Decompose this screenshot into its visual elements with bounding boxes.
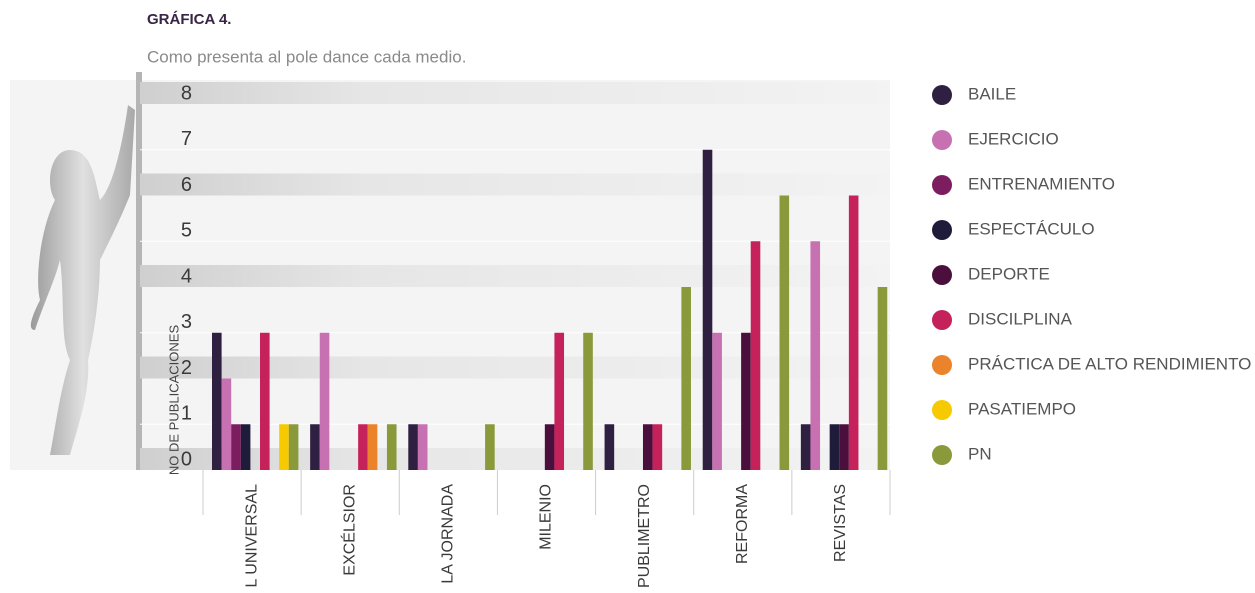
legend-swatch xyxy=(932,265,952,285)
bar xyxy=(554,332,565,470)
bar xyxy=(839,424,849,470)
bar xyxy=(310,424,320,470)
bar xyxy=(810,241,821,470)
x-tick-label: REFORMA xyxy=(734,484,751,564)
bar xyxy=(642,424,653,470)
bar xyxy=(544,424,555,470)
bar xyxy=(358,424,368,470)
y-tick-label: 2 xyxy=(181,357,192,379)
y-tick-label: 7 xyxy=(181,128,192,150)
legend-swatch xyxy=(932,175,952,195)
bar xyxy=(408,424,418,470)
legend-swatch xyxy=(932,445,952,465)
y-tick-label: 3 xyxy=(181,311,192,333)
bar xyxy=(604,424,615,470)
legend-label: DEPORTE xyxy=(968,264,1050,283)
y-tick-label: 0 xyxy=(181,448,192,470)
chart-subtitle: Como presenta al pole dance cada medio. xyxy=(147,47,466,66)
bar xyxy=(212,332,222,470)
legend-swatch xyxy=(932,400,952,420)
grid-band xyxy=(140,82,890,104)
bar xyxy=(279,424,289,470)
x-tick-label: EXCÉLSIOR xyxy=(339,484,358,576)
legend-swatch xyxy=(932,310,952,330)
bar xyxy=(260,332,270,470)
y-axis-label: NO DE PUBLICACIONES xyxy=(166,325,181,476)
grid-band xyxy=(140,173,890,196)
grid-band xyxy=(140,265,890,287)
chart-title: GRÁFICA 4. xyxy=(147,11,231,28)
y-tick-label: 1 xyxy=(181,403,192,425)
legend-label: EJERCICIO xyxy=(968,129,1059,148)
bar xyxy=(702,149,713,470)
bar xyxy=(741,332,751,470)
legend-label: PASATIEMPO xyxy=(968,399,1076,418)
bar xyxy=(800,424,811,470)
legend-swatch xyxy=(932,220,952,240)
x-tick-label: EL UNIVERSAL xyxy=(243,484,260,588)
y-tick-label: 8 xyxy=(181,82,192,104)
y-tick-label: 5 xyxy=(181,220,192,242)
bar xyxy=(750,241,761,470)
bar xyxy=(848,195,859,470)
legend-label: PRÁCTICA DE ALTO RENDIMIENTO xyxy=(968,354,1251,373)
x-tick-label: REVISTAS xyxy=(832,484,849,562)
legend-swatch xyxy=(932,85,952,105)
bar xyxy=(779,195,790,470)
legend-swatch xyxy=(932,355,952,375)
legend-swatch xyxy=(932,130,952,150)
bar xyxy=(319,332,330,470)
bar xyxy=(712,332,722,470)
bar xyxy=(681,287,691,470)
bar xyxy=(829,424,840,470)
x-tick-label: LA JORNADA xyxy=(440,484,457,584)
legend-label: DISCILPLINA xyxy=(968,309,1073,328)
bar xyxy=(367,424,378,470)
x-tick-label: MILENIO xyxy=(538,484,555,550)
bar xyxy=(583,332,593,470)
grid-band xyxy=(140,448,890,470)
bar xyxy=(877,287,888,470)
bar xyxy=(652,424,663,470)
x-tick-label: PUBLIMETRO xyxy=(636,484,653,588)
bar xyxy=(386,424,397,470)
bar xyxy=(231,424,241,470)
bar xyxy=(240,424,251,470)
legend-label: PN xyxy=(968,444,992,463)
legend-label: ESPECTÁCULO xyxy=(968,219,1095,238)
y-tick-label: 4 xyxy=(181,265,192,287)
bar xyxy=(221,378,232,470)
bar xyxy=(417,424,428,470)
bar xyxy=(288,424,299,470)
y-tick-label: 6 xyxy=(181,174,192,196)
legend-label: BAILE xyxy=(968,84,1016,103)
legend-label: ENTRENAMIENTO xyxy=(968,174,1115,193)
grid-band xyxy=(140,356,890,379)
bar xyxy=(485,424,495,470)
